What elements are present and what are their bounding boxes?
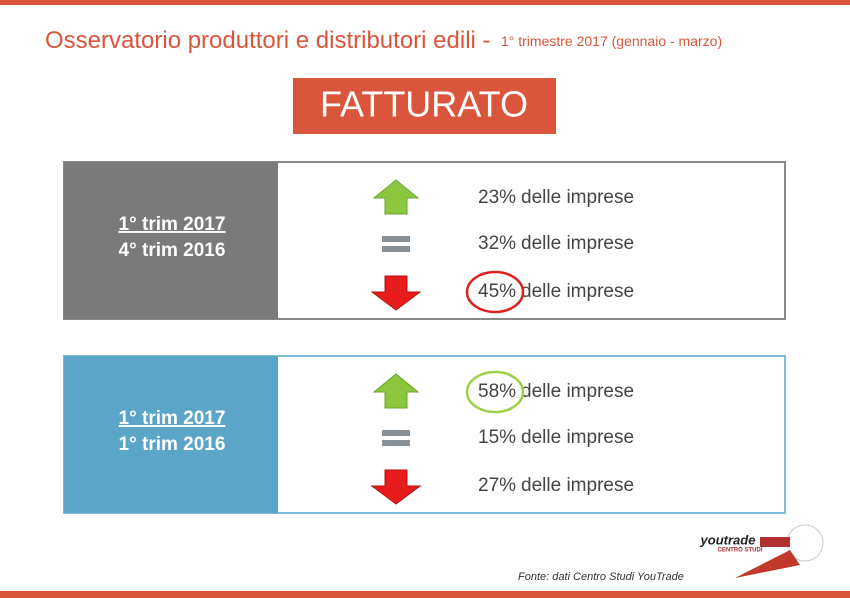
source: Fonte: dati Centro Studi YouTrade	[518, 571, 684, 583]
period-compare: 1° trim 2016	[119, 434, 226, 455]
equal-bar	[382, 440, 410, 446]
row-text: 32% delle imprese	[478, 233, 634, 254]
logo: youtrade CENTRO STUDI	[700, 524, 824, 578]
period-current: 1° trim 2017	[119, 214, 226, 235]
row-label: delle imprese	[521, 381, 634, 402]
percent: 32%	[478, 233, 516, 254]
logo-figures	[760, 537, 790, 547]
row-label: delle imprese	[521, 427, 634, 448]
highlight-circle	[465, 370, 525, 414]
percent: 58%	[478, 381, 516, 402]
row-label: delle imprese	[521, 475, 634, 496]
percent: 45%	[478, 281, 516, 302]
title-line: Osservatorio produttori e distributori e…	[45, 27, 722, 54]
title: Osservatorio produttori e distributori e…	[45, 27, 491, 54]
period-current: 1° trim 2017	[119, 408, 226, 429]
highlight-circle	[465, 270, 525, 314]
row-text: 15% delle imprese	[478, 427, 634, 448]
row-text: 23% delle imprese	[478, 187, 634, 208]
arrow-up	[372, 179, 420, 215]
logo-arrow	[735, 550, 800, 578]
row-label: delle imprese	[521, 281, 634, 302]
arrow-down	[370, 275, 422, 311]
row-text: 27% delle imprese	[478, 475, 634, 496]
top-bar	[0, 0, 850, 5]
period-compare: 4° trim 2016	[119, 240, 226, 261]
percent: 27%	[478, 475, 516, 496]
equal-bar	[382, 246, 410, 252]
row-label: delle imprese	[521, 233, 634, 254]
arrow-up	[372, 373, 420, 409]
panel-side	[64, 356, 278, 513]
bottom-bar	[0, 591, 850, 598]
panel-side	[64, 162, 278, 319]
subtitle: 1° trimestre 2017 (gennaio - marzo)	[501, 33, 722, 49]
row-label: delle imprese	[521, 187, 634, 208]
row-text: 58% delle imprese	[478, 381, 634, 402]
arrow-down	[370, 469, 422, 505]
equal-bar	[382, 236, 410, 242]
logo-name: youtrade	[700, 532, 756, 547]
percent: 15%	[478, 427, 516, 448]
row-text: 45% delle imprese	[478, 281, 634, 302]
equal-bar	[382, 430, 410, 436]
logo-tagline: CENTRO STUDI	[718, 548, 763, 554]
percent: 23%	[478, 187, 516, 208]
heading-box	[293, 78, 556, 134]
heading: FATTURATO	[320, 84, 528, 125]
